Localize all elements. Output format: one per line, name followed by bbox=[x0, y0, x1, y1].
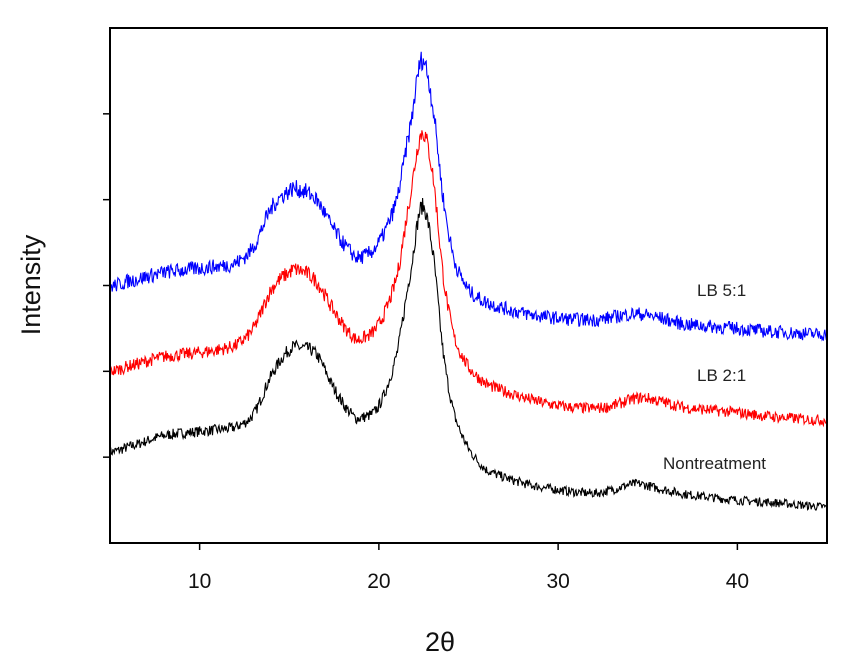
y-axis-title: Intensity bbox=[16, 234, 46, 335]
x-axis-title: 2θ bbox=[425, 627, 455, 657]
series-label-lb-5-1: LB 5:1 bbox=[697, 281, 746, 300]
x-tick-label: 20 bbox=[367, 570, 390, 593]
x-tick-label: 10 bbox=[188, 570, 211, 593]
series-label-lb-2-1: LB 2:1 bbox=[697, 366, 746, 385]
ticks-layer: 10 20 30 40 bbox=[103, 113, 749, 593]
x-tick-label: 40 bbox=[726, 570, 749, 593]
series-line-lb-5-1 bbox=[109, 51, 828, 342]
series-layer bbox=[109, 51, 828, 511]
series-label-nontreatment: Nontreatment bbox=[663, 454, 766, 473]
series-line-lb-2-1 bbox=[109, 130, 828, 428]
series-line-nontreatment bbox=[109, 197, 828, 511]
x-tick-label: 30 bbox=[546, 570, 569, 593]
